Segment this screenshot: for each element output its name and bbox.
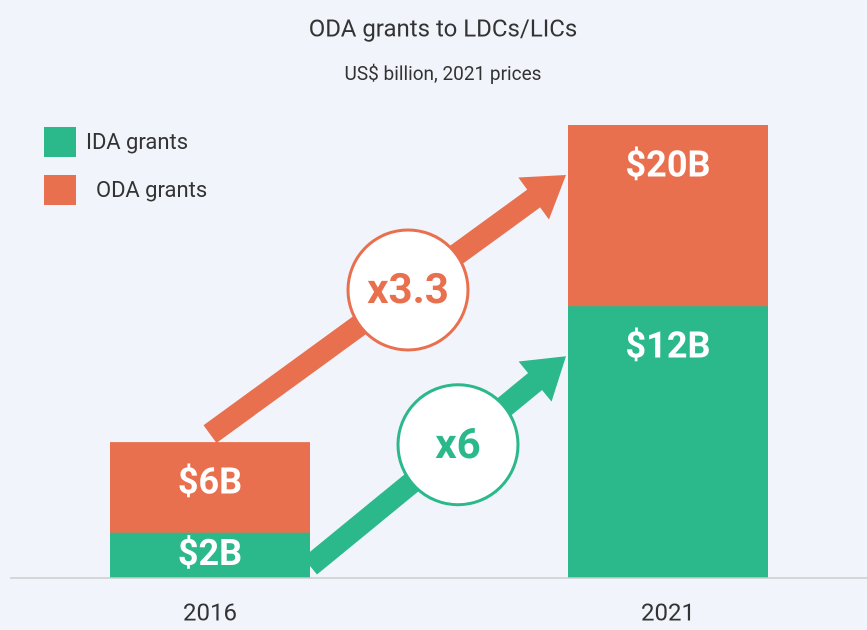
bar [110,532,310,578]
legend-label: ODA grants [96,178,207,203]
legend-swatch [44,127,76,157]
chart-title: ODA grants to LDCs/LICs [309,14,578,42]
data-label: $2B [178,532,242,574]
annotation: x6 [435,420,480,469]
x-tick-label: 2016 [183,598,237,626]
chart-subtitle: US$ billion, 2021 prices [345,62,542,85]
annotation-circle [396,383,520,507]
arrow-head [518,356,566,402]
legend-label: IDA grants [86,130,188,155]
arrow-head [518,174,566,220]
data-label: $12B [626,325,711,367]
legend-swatch [44,175,76,205]
data-label: $20B [626,144,711,186]
annotation-circle [346,228,470,352]
data-label: $6B [178,461,242,503]
x-tick-label: 2021 [641,598,695,626]
annotation: x3.3 [367,265,449,314]
bar [568,306,768,578]
